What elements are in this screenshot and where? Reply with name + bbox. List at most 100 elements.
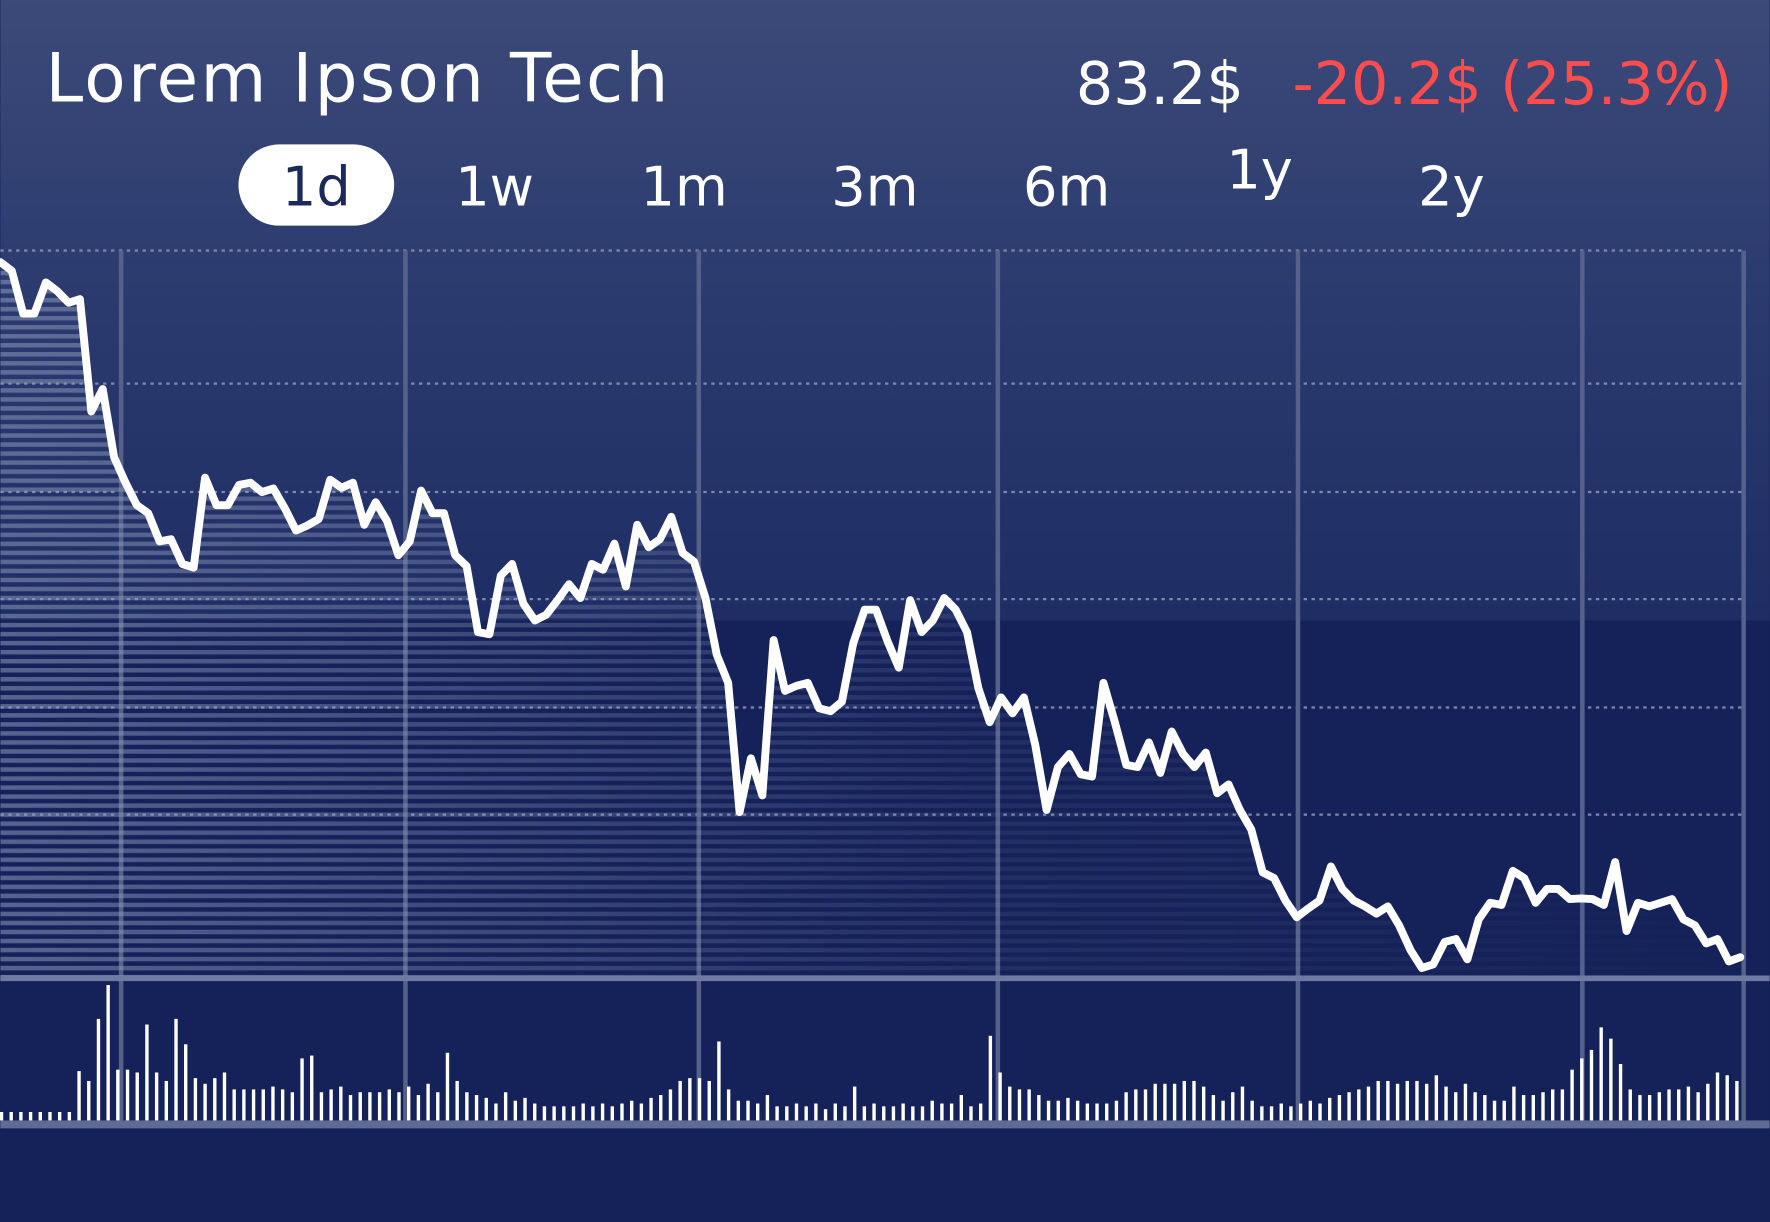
volume-bar <box>1560 1089 1565 1121</box>
volume-bar <box>1066 1097 1070 1121</box>
volume-bar <box>1395 1083 1400 1121</box>
volume-bar <box>1308 1100 1313 1121</box>
volume-bar <box>1250 1100 1254 1121</box>
volume-bar <box>1492 1100 1497 1121</box>
volume-bar <box>358 1092 362 1121</box>
volume-bar <box>688 1078 692 1121</box>
volume-bar <box>823 1109 828 1121</box>
volume-bar <box>1483 1095 1487 1121</box>
volume-bar <box>581 1103 585 1121</box>
volume-bar <box>1231 1092 1235 1121</box>
volume-bar <box>242 1089 246 1121</box>
volume-bar <box>1444 1086 1448 1121</box>
volume-bar <box>1657 1092 1662 1121</box>
volume-bar <box>1551 1089 1555 1121</box>
volume-bar <box>1667 1089 1671 1121</box>
volume-bar <box>1337 1095 1342 1121</box>
area-fill <box>0 262 1741 977</box>
volume-bar <box>1211 1095 1216 1121</box>
tab[interactable]: 1w <box>455 155 534 218</box>
volume-bar <box>174 1018 178 1121</box>
volume-bar <box>523 1097 527 1121</box>
volume-bar <box>1696 1092 1700 1121</box>
volume-bar <box>455 1080 459 1121</box>
volume-bar <box>1163 1083 1167 1121</box>
volume-bar <box>203 1083 207 1121</box>
volume-bar <box>1328 1097 1332 1121</box>
volume-bar <box>1134 1089 1138 1121</box>
volume-bar <box>1454 1092 1458 1121</box>
volume-bar <box>116 1069 120 1121</box>
volume-bar <box>1357 1089 1361 1121</box>
tab[interactable]: 1d <box>238 144 395 226</box>
header-background <box>0 0 1770 621</box>
tab[interactable]: 2y <box>1418 155 1485 218</box>
volume-bar <box>261 1089 265 1121</box>
volume-bar <box>106 985 110 1121</box>
volume-bar <box>426 1083 430 1121</box>
volume-bar <box>329 1089 333 1121</box>
volume-bar <box>145 1024 149 1121</box>
volume-bar <box>843 1106 847 1121</box>
tab[interactable]: 3m <box>831 155 918 218</box>
volume-bar <box>184 1044 188 1121</box>
volume-bar <box>213 1078 217 1121</box>
volume-bar <box>794 1103 799 1121</box>
volume-bar <box>1647 1095 1652 1121</box>
volume-bar <box>1638 1095 1642 1121</box>
volume-bar <box>659 1095 663 1121</box>
tab[interactable]: 1m <box>641 155 728 218</box>
volume-bar <box>1424 1083 1429 1121</box>
price-line <box>0 258 1745 972</box>
tab-label: 1y <box>1226 138 1293 201</box>
tab[interactable]: 1y <box>1226 138 1293 201</box>
volume-bar <box>474 1095 479 1121</box>
volume-bar <box>1008 1086 1012 1121</box>
tab-label: 3m <box>831 155 918 218</box>
volume-bar <box>785 1106 789 1121</box>
volume-bar <box>1677 1089 1681 1121</box>
volume-bar <box>1376 1080 1380 1121</box>
volume-bar <box>310 1055 314 1121</box>
plot <box>0 258 1770 1129</box>
volume-bar <box>1182 1080 1186 1121</box>
volume-bar <box>1192 1080 1196 1121</box>
volume-bar <box>639 1103 644 1121</box>
volume-bar <box>591 1106 595 1121</box>
volume-bar <box>0 1111 4 1121</box>
volume-bar <box>814 1103 818 1121</box>
volume-bar <box>348 1095 353 1121</box>
volume-bar <box>125 1069 130 1121</box>
volume-bar <box>804 1106 808 1121</box>
volume-bar <box>533 1103 537 1121</box>
volume-bar <box>920 1106 925 1121</box>
volume-bar <box>484 1097 488 1121</box>
volume-bar <box>1240 1086 1245 1121</box>
tab[interactable]: 6m <box>1023 155 1110 218</box>
volume-bar <box>988 1035 993 1121</box>
volume-bar <box>1105 1103 1109 1121</box>
volume-bar <box>77 1071 81 1121</box>
volume-bar <box>67 1111 72 1121</box>
volume-bar <box>19 1111 23 1121</box>
volume-bar <box>562 1106 566 1121</box>
volume-bar <box>959 1095 963 1121</box>
volume-bar <box>1095 1103 1099 1121</box>
tab-label: 1d <box>282 155 351 218</box>
volume-bar <box>1618 1064 1623 1121</box>
volume-bar <box>1153 1083 1157 1121</box>
volume-bar <box>445 1052 450 1121</box>
volume-bar <box>901 1103 905 1121</box>
volume-bar <box>949 1103 954 1121</box>
volume-bar <box>872 1103 876 1121</box>
volume-bar <box>882 1106 886 1121</box>
volume-bar <box>1366 1086 1371 1121</box>
volume-bar <box>649 1097 653 1121</box>
volume-bar <box>930 1100 934 1121</box>
volume-bar <box>1260 1106 1264 1121</box>
volume-bar <box>998 1072 1002 1121</box>
volume-bar <box>969 1106 973 1121</box>
tab-highlight <box>238 144 395 226</box>
volume-bar <box>300 1058 304 1121</box>
volume-bar <box>1531 1095 1536 1121</box>
